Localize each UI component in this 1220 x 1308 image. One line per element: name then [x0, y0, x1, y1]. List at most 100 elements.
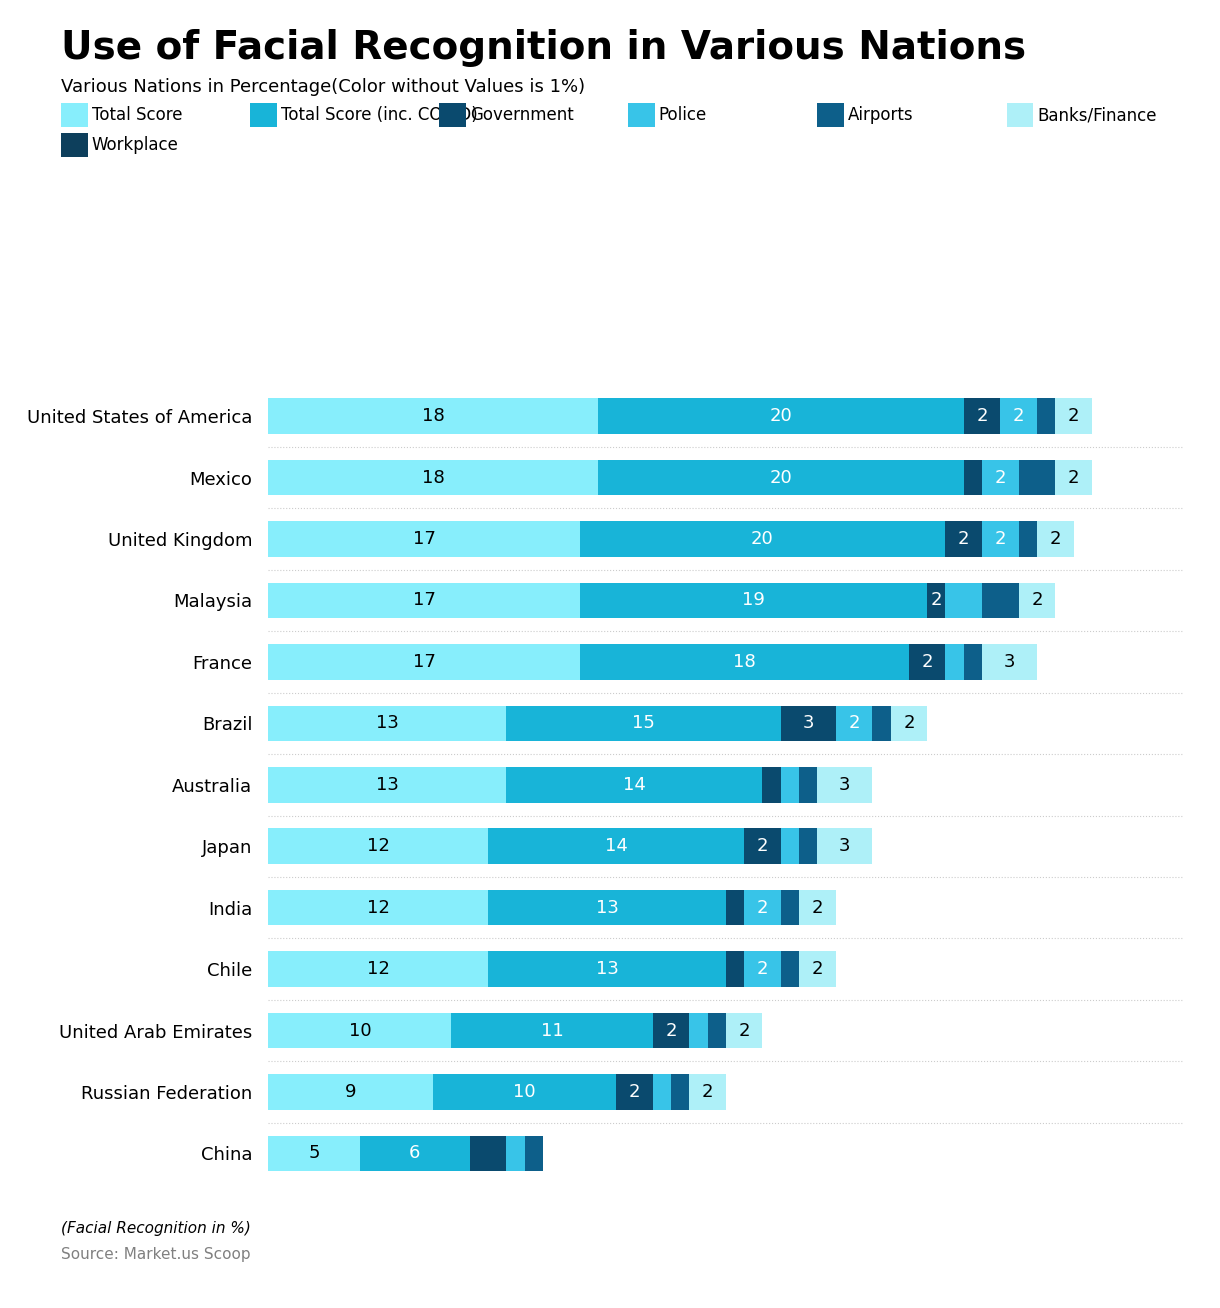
Bar: [1019, 522, 1037, 557]
Bar: [1019, 582, 1055, 619]
Text: 2: 2: [756, 960, 769, 978]
Text: 2: 2: [628, 1083, 641, 1101]
Text: Police: Police: [659, 106, 708, 124]
Bar: [982, 582, 1019, 619]
Bar: [927, 582, 946, 619]
Bar: [891, 705, 927, 742]
Text: 2: 2: [994, 468, 1006, 487]
Bar: [433, 1074, 616, 1109]
Bar: [671, 1074, 689, 1109]
Bar: [799, 766, 817, 803]
Bar: [268, 1074, 433, 1109]
Bar: [506, 1135, 525, 1171]
Bar: [708, 1012, 726, 1049]
Text: 18: 18: [422, 468, 444, 487]
Text: 14: 14: [623, 776, 645, 794]
Bar: [506, 705, 781, 742]
Text: 12: 12: [367, 899, 389, 917]
Text: Government: Government: [470, 106, 573, 124]
Bar: [488, 889, 726, 926]
Text: 6: 6: [409, 1144, 421, 1163]
Text: Banks/Finance: Banks/Finance: [1037, 106, 1157, 124]
Text: 14: 14: [605, 837, 627, 855]
Bar: [964, 644, 982, 680]
Text: 2: 2: [848, 714, 860, 732]
Bar: [488, 828, 744, 865]
Bar: [964, 399, 1000, 434]
Bar: [1000, 399, 1037, 434]
Bar: [817, 828, 872, 865]
Bar: [744, 828, 781, 865]
Text: 2: 2: [756, 899, 769, 917]
Text: 3: 3: [803, 714, 814, 732]
Bar: [781, 705, 836, 742]
Text: 9: 9: [345, 1083, 356, 1101]
Text: 12: 12: [367, 837, 389, 855]
Text: Airports: Airports: [848, 106, 914, 124]
Text: 2: 2: [1013, 407, 1025, 425]
Bar: [360, 1135, 470, 1171]
Text: 2: 2: [903, 714, 915, 732]
Bar: [268, 522, 580, 557]
Text: 20: 20: [770, 407, 792, 425]
Text: Use of Facial Recognition in Various Nations: Use of Facial Recognition in Various Nat…: [61, 29, 1026, 67]
Bar: [488, 951, 726, 988]
Bar: [580, 522, 946, 557]
Bar: [268, 889, 488, 926]
Bar: [744, 889, 781, 926]
Text: 2: 2: [665, 1022, 677, 1040]
Text: 2: 2: [921, 653, 933, 671]
Bar: [470, 1135, 506, 1171]
Bar: [268, 1135, 360, 1171]
Bar: [781, 889, 799, 926]
Bar: [268, 582, 580, 619]
Text: 2: 2: [931, 591, 942, 610]
Text: 3: 3: [839, 776, 850, 794]
Text: 17: 17: [412, 653, 436, 671]
Bar: [653, 1012, 689, 1049]
Text: 2: 2: [994, 530, 1006, 548]
Text: 5: 5: [309, 1144, 320, 1163]
Text: 13: 13: [595, 899, 619, 917]
Bar: [598, 460, 964, 496]
Text: 2: 2: [702, 1083, 714, 1101]
Bar: [268, 705, 506, 742]
Text: 3: 3: [1004, 653, 1015, 671]
Text: 19: 19: [742, 591, 765, 610]
Text: 2: 2: [1068, 468, 1080, 487]
Bar: [946, 522, 982, 557]
Bar: [1019, 460, 1055, 496]
Text: 18: 18: [422, 407, 444, 425]
Bar: [506, 766, 762, 803]
Bar: [726, 889, 744, 926]
Bar: [1055, 399, 1092, 434]
Text: Workplace: Workplace: [92, 136, 178, 154]
Bar: [580, 644, 909, 680]
Text: 10: 10: [514, 1083, 536, 1101]
Text: 3: 3: [839, 837, 850, 855]
Bar: [726, 951, 744, 988]
Bar: [744, 951, 781, 988]
Text: 13: 13: [595, 960, 619, 978]
Text: 2: 2: [1031, 591, 1043, 610]
Text: 15: 15: [632, 714, 655, 732]
Text: Source: Market.us Scoop: Source: Market.us Scoop: [61, 1248, 250, 1262]
Bar: [817, 766, 872, 803]
Text: 2: 2: [976, 407, 988, 425]
Text: (Facial Recognition in %): (Facial Recognition in %): [61, 1222, 251, 1236]
Bar: [268, 644, 580, 680]
Bar: [689, 1012, 708, 1049]
Bar: [268, 399, 598, 434]
Text: 11: 11: [540, 1022, 564, 1040]
Bar: [580, 582, 927, 619]
Text: 2: 2: [1068, 407, 1080, 425]
Bar: [836, 705, 872, 742]
Text: 2: 2: [811, 899, 824, 917]
Text: Total Score: Total Score: [92, 106, 182, 124]
Bar: [268, 460, 598, 496]
Text: 20: 20: [770, 468, 792, 487]
Bar: [799, 951, 836, 988]
Text: 2: 2: [1049, 530, 1061, 548]
Bar: [689, 1074, 726, 1109]
Text: 2: 2: [811, 960, 824, 978]
